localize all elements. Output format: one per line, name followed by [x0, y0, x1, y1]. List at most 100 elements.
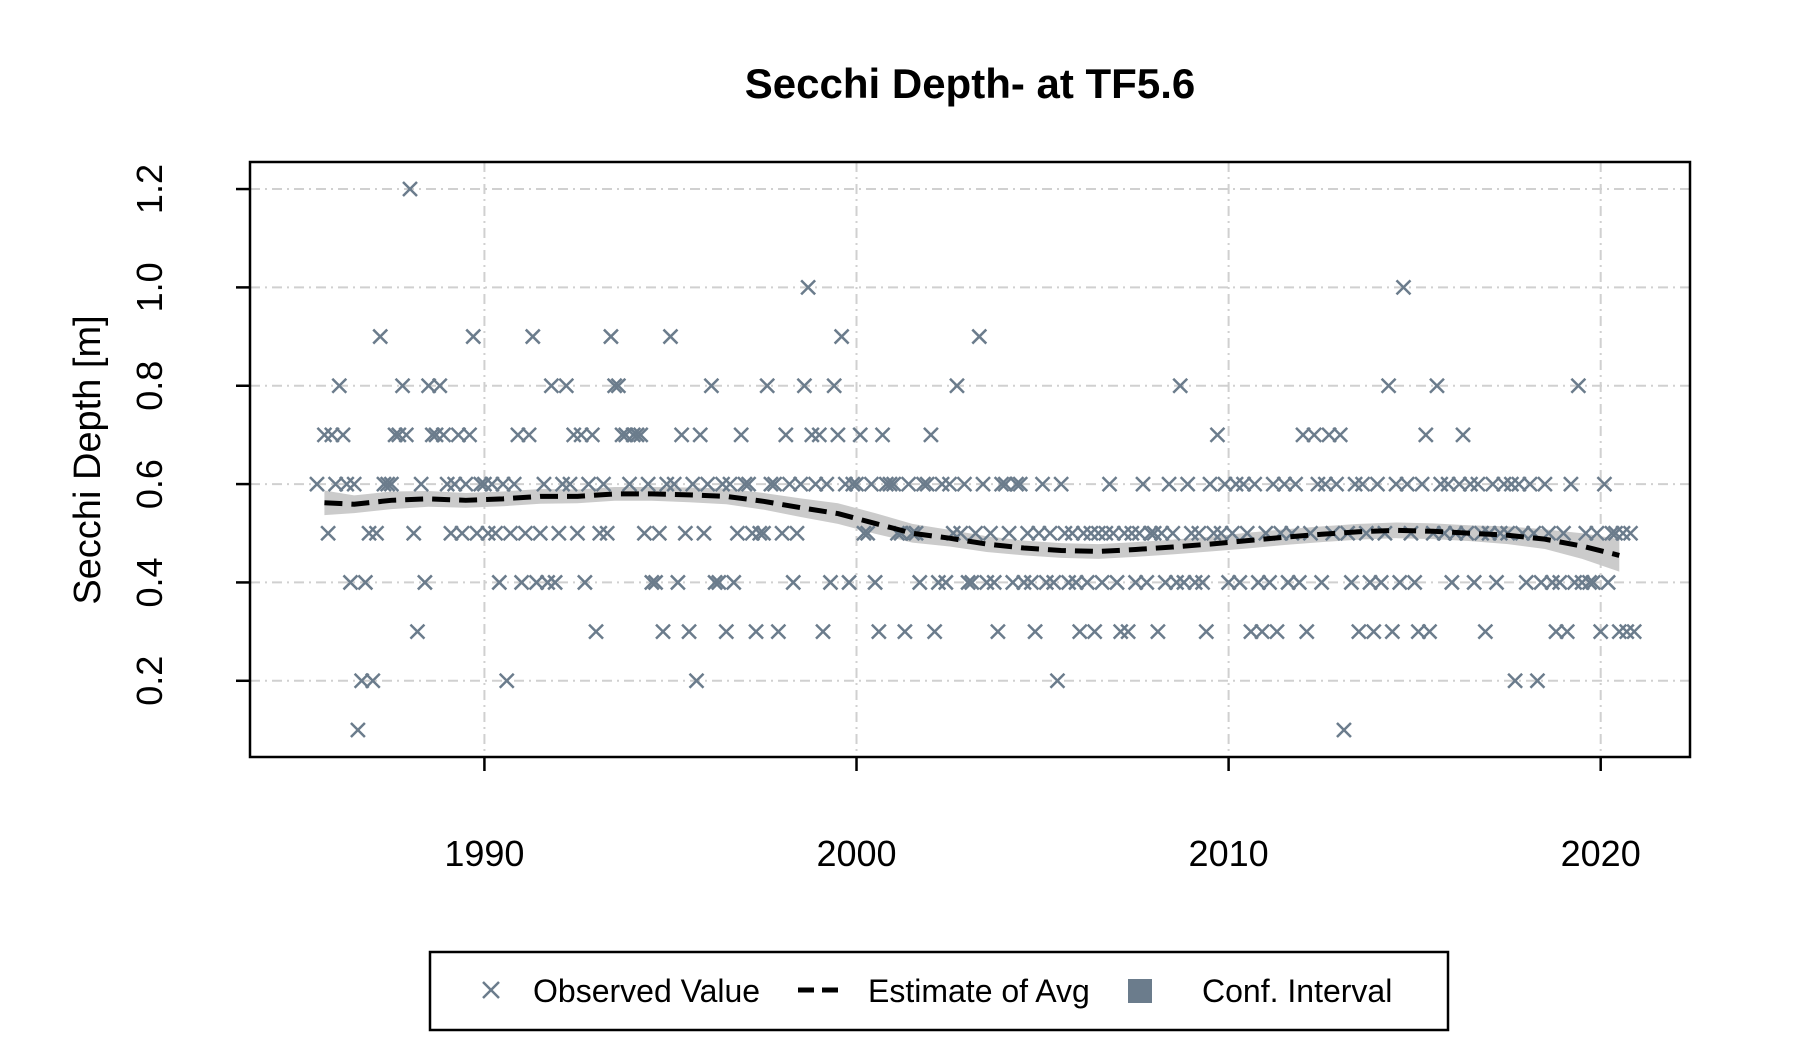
observed-point-7 — [338, 476, 355, 492]
observed-point-202 — [1064, 525, 1081, 542]
observed-point-191 — [1023, 574, 1040, 591]
observed-point-106 — [707, 574, 724, 591]
observed-point-41 — [465, 328, 482, 345]
observed-point-149 — [867, 574, 884, 591]
observed-point-215 — [1112, 623, 1129, 640]
observed-point-131 — [800, 279, 817, 296]
observed-point-351 — [1618, 623, 1635, 640]
observed-point-18 — [379, 476, 396, 492]
observed-point-122 — [766, 476, 783, 492]
legend-item-observed: Observed Value — [482, 973, 760, 1009]
observed-point-318 — [1496, 476, 1512, 492]
observed-point-192 — [1027, 623, 1044, 640]
observed-point-2 — [320, 525, 337, 542]
observed-point-273 — [1328, 476, 1345, 492]
observed-point-48 — [491, 574, 508, 591]
observed-point-98 — [677, 525, 694, 542]
observed-point-31 — [428, 427, 444, 443]
observed-point-181 — [986, 574, 1003, 591]
observed-point-97 — [673, 427, 690, 443]
observed-point-152 — [878, 476, 895, 492]
observed-point-251 — [1246, 476, 1263, 492]
observed-point-83 — [621, 476, 638, 492]
observed-point-240 — [1205, 525, 1222, 542]
observed-point-199 — [1053, 476, 1070, 492]
observed-point-344 — [1592, 623, 1609, 640]
y-tick-label-5: 1.2 — [129, 164, 170, 214]
observed-point-219 — [1127, 574, 1144, 591]
observed-point-53 — [510, 427, 526, 443]
observed-point-231 — [1172, 377, 1189, 394]
observed-point-100 — [684, 476, 701, 492]
observed-point-329 — [1536, 476, 1553, 492]
observed-point-190 — [1019, 525, 1036, 542]
observed-point-47 — [487, 525, 504, 542]
observed-point-341 — [1581, 574, 1598, 591]
observed-point-60 — [536, 476, 552, 492]
observed-point-162 — [915, 476, 932, 492]
observed-point-140 — [833, 328, 850, 345]
observed-point-91 — [651, 525, 668, 542]
observed-point-204 — [1071, 623, 1088, 640]
observed-point-260 — [1280, 574, 1297, 591]
observed-point-209 — [1090, 525, 1107, 542]
observed-point-309 — [1462, 476, 1479, 492]
observed-point-304 — [1443, 574, 1460, 591]
observed-point-275 — [1336, 722, 1352, 738]
observed-point-310 — [1466, 574, 1483, 591]
observed-point-120 — [759, 377, 776, 394]
legend-label-observed: Observed Value — [533, 973, 760, 1009]
observed-point-325 — [1522, 476, 1538, 492]
observed-point-220 — [1131, 525, 1148, 542]
observed-point-222 — [1138, 574, 1155, 591]
observed-point-188 — [1012, 476, 1029, 492]
observed-point-39 — [457, 476, 474, 492]
observed-point-327 — [1529, 672, 1546, 689]
observed-point-33 — [435, 427, 452, 443]
observed-point-265 — [1298, 623, 1315, 640]
observed-point-348 — [1607, 525, 1624, 542]
observed-point-121 — [763, 476, 779, 492]
observed-point-142 — [841, 574, 857, 591]
observed-point-213 — [1105, 525, 1122, 542]
observed-point-252 — [1250, 574, 1267, 591]
observed-point-114 — [736, 476, 753, 492]
observed-point-253 — [1254, 623, 1270, 640]
observed-point-129 — [792, 476, 809, 492]
observed-point-232 — [1176, 574, 1192, 591]
observed-point-161 — [911, 574, 928, 591]
observed-point-269 — [1313, 574, 1330, 591]
observed-point-205 — [1075, 525, 1092, 542]
observed-point-185 — [1001, 525, 1017, 542]
observed-point-136 — [818, 476, 835, 492]
observed-point-322 — [1510, 476, 1527, 492]
observed-point-115 — [740, 476, 757, 492]
legend-x-mark-icon-stroke — [482, 981, 500, 999]
x-tick-label-1: 2000 — [816, 833, 896, 874]
observed-point-336 — [1563, 476, 1579, 492]
observed-point-324 — [1518, 574, 1535, 591]
observed-point-174 — [960, 574, 977, 591]
observed-point-178 — [975, 476, 991, 492]
observed-point-10 — [350, 722, 366, 738]
observed-point-55 — [517, 525, 534, 542]
observed-point-338 — [1570, 377, 1587, 394]
observed-point-62 — [543, 377, 560, 394]
observed-point-6 — [335, 427, 351, 443]
observed-point-90 — [647, 574, 664, 591]
observed-point-153 — [882, 476, 898, 492]
observed-point-226 — [1153, 525, 1170, 542]
observed-point-289 — [1388, 476, 1404, 492]
observed-point-37 — [450, 427, 467, 443]
observed-point-105 — [703, 377, 720, 394]
observed-point-61 — [539, 574, 556, 591]
observed-point-17 — [376, 476, 392, 492]
observed-point-38 — [454, 525, 470, 542]
observed-point-124 — [774, 525, 790, 542]
observed-point-30 — [424, 427, 441, 443]
observed-point-42 — [469, 525, 485, 542]
observed-point-69 — [569, 525, 586, 542]
observed-point-101 — [688, 672, 705, 689]
observed-point-187 — [1008, 476, 1025, 492]
observed-point-321 — [1507, 672, 1524, 689]
